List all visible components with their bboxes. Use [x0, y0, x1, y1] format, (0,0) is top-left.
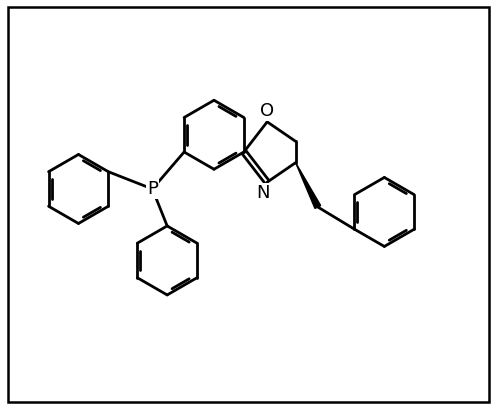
Text: P: P	[147, 180, 158, 198]
Text: O: O	[260, 102, 274, 120]
Text: N: N	[256, 184, 270, 202]
Polygon shape	[296, 163, 321, 209]
